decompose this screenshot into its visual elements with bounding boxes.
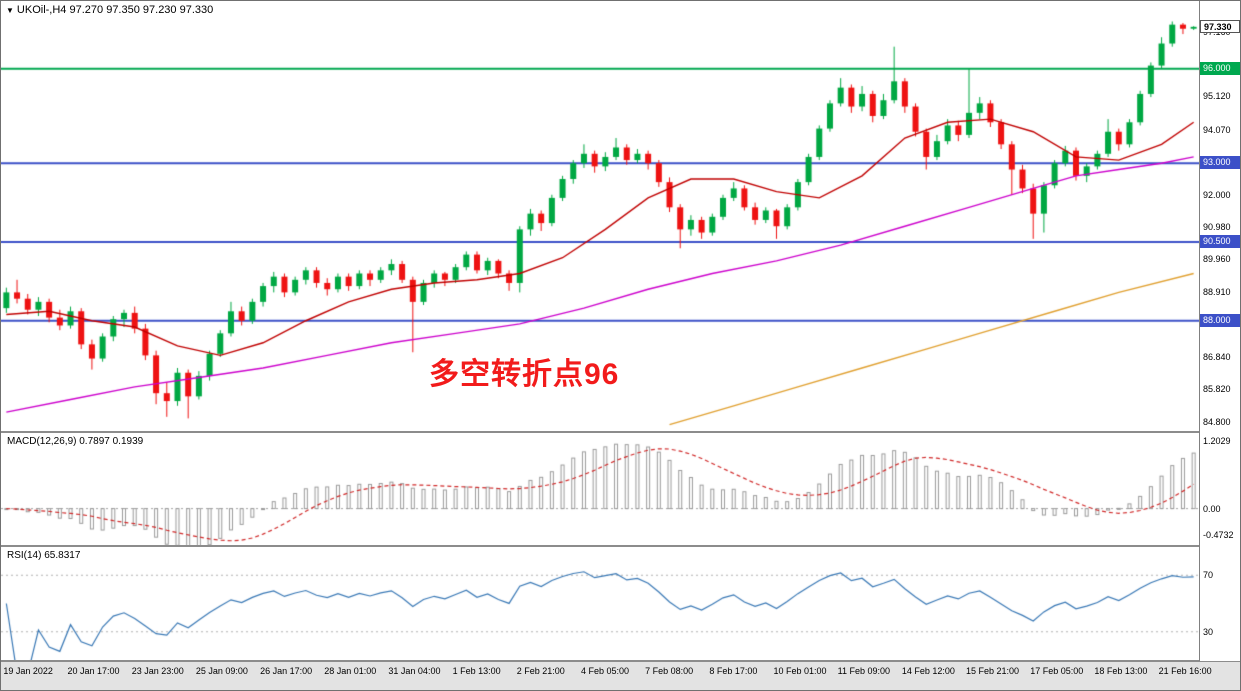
rsi-indicator-chart[interactable] xyxy=(1,547,1199,660)
collapse-triangle-icon[interactable]: ▼ xyxy=(6,6,14,15)
time-axis-label: 15 Feb 21:00 xyxy=(966,666,1020,676)
hline-price-label: 88.000 xyxy=(1200,313,1240,327)
time-axis-label: 23 Jan 23:00 xyxy=(131,666,184,676)
price-axis-tick: 95.120 xyxy=(1203,91,1231,102)
time-axis-label: 7 Feb 08:00 xyxy=(645,666,694,676)
hline-price-label: 93.000 xyxy=(1200,156,1240,170)
price-axis-tick: 90.980 xyxy=(1203,221,1231,232)
hline-price-label: 90.500 xyxy=(1200,234,1240,248)
macd-indicator-chart[interactable] xyxy=(1,433,1199,545)
hline-price-label: 96.000 xyxy=(1200,61,1240,75)
time-axis-label: 20 Jan 17:00 xyxy=(67,666,120,676)
time-axis-label: 1 Feb 13:00 xyxy=(452,666,501,676)
time-axis-label: 31 Jan 04:00 xyxy=(388,666,441,676)
price-axis-tick: 85.820 xyxy=(1203,384,1231,395)
time-axis-label: 19 Jan 2022 xyxy=(3,666,53,676)
plot-column: ▼ UKOil-,H4 97.270 97.350 97.230 97.330 多… xyxy=(1,1,1199,662)
time-axis-label: 4 Feb 05:00 xyxy=(580,666,629,676)
rsi-axis-tick: 70 xyxy=(1203,570,1214,581)
price-axis-tick: 88.910 xyxy=(1203,287,1231,298)
symbol-timeframe-label: UKOil-,H4 xyxy=(16,4,67,16)
panel-separator[interactable] xyxy=(1,545,1199,547)
time-axis[interactable]: 19 Jan 2022 20 Jan 17:00 23 Jan 23:00 25 Ja… xyxy=(1,661,1240,690)
price-axis-tick: 94.070 xyxy=(1203,124,1231,135)
time-axis-label: 10 Feb 01:00 xyxy=(773,666,827,676)
time-axis-label: 8 Feb 17:00 xyxy=(709,666,758,676)
time-axis-label: 17 Feb 05:00 xyxy=(1030,666,1084,676)
chart-title: ▼ UKOil-,H4 97.270 97.350 97.230 97.330 xyxy=(6,4,213,16)
ohlc-readout: 97.270 97.350 97.230 97.330 xyxy=(69,4,214,16)
price-axis-tick: 84.800 xyxy=(1203,416,1231,427)
time-axis-label: 28 Jan 01:00 xyxy=(324,666,377,676)
main-price-chart[interactable] xyxy=(1,1,1199,431)
macd-axis-tick: 0.00 xyxy=(1203,503,1221,514)
price-axis-tick: 86.840 xyxy=(1203,352,1231,363)
time-axis-label: 2 Feb 21:00 xyxy=(516,666,565,676)
price-axis-tick: 92.000 xyxy=(1203,189,1231,200)
macd-label: MACD(12,26,9) 0.7897 0.1939 xyxy=(7,436,144,447)
time-axis-label: 18 Feb 13:00 xyxy=(1094,666,1148,676)
macd-axis-tick: -0.4732 xyxy=(1203,530,1234,541)
time-axis-label: 21 Feb 16:00 xyxy=(1158,666,1212,676)
main-chart-panel: ▼ UKOil-,H4 97.270 97.350 97.230 97.330 多… xyxy=(1,1,1199,431)
rsi-panel: RSI(14) 65.8317 xyxy=(1,547,1199,660)
price-axis[interactable]: 97.16095.12094.07092.00090.98089.96088.9… xyxy=(1199,1,1240,662)
time-axis-label: 11 Feb 09:00 xyxy=(837,666,891,676)
rsi-axis-tick: 30 xyxy=(1203,626,1214,637)
macd-panel: MACD(12,26,9) 0.7897 0.1939 xyxy=(1,433,1199,545)
chart-annotation-text[interactable]: 多空转折点96 xyxy=(429,358,620,391)
price-axis-tick: 89.960 xyxy=(1203,254,1231,264)
time-axis-label: 26 Jan 17:00 xyxy=(260,666,313,676)
time-axis-label: 25 Jan 09:00 xyxy=(195,666,248,676)
rsi-label: RSI(14) 65.8317 xyxy=(7,550,81,561)
macd-axis-tick: 1.2029 xyxy=(1203,436,1231,447)
current-price-label: 97.330 xyxy=(1200,19,1240,33)
time-axis-label: 14 Feb 12:00 xyxy=(901,666,955,676)
panel-separator[interactable] xyxy=(1,431,1199,433)
